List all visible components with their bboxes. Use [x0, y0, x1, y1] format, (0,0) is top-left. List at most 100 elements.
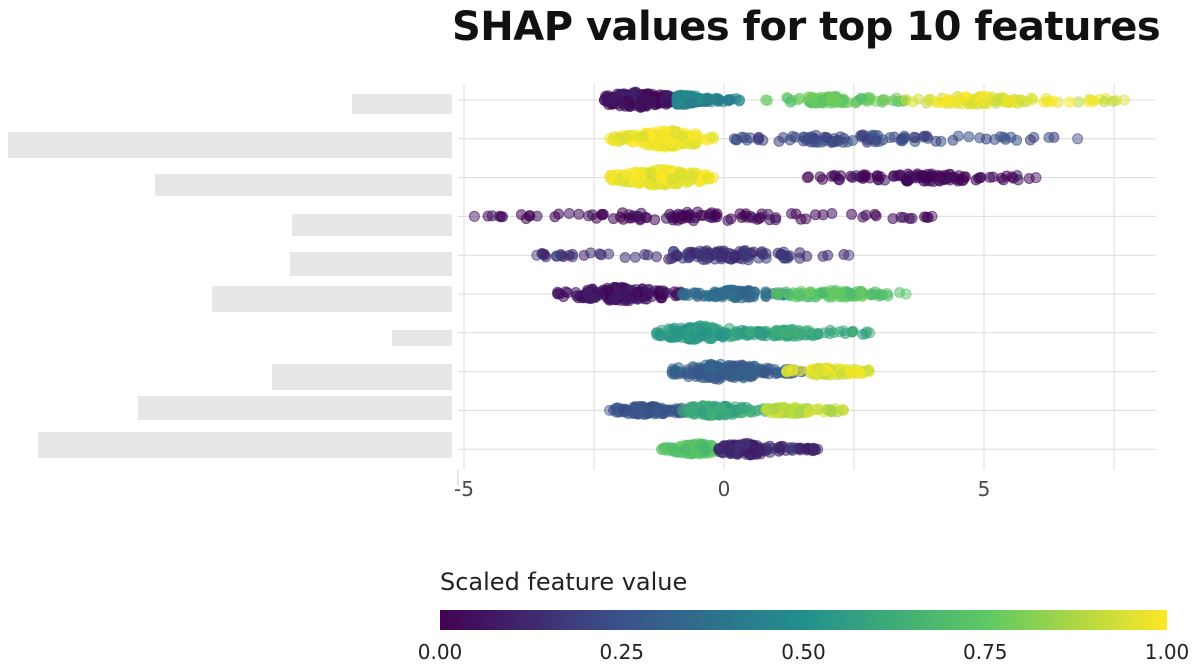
shap-point [614, 289, 626, 301]
shap-point [695, 209, 707, 221]
shap-point [520, 213, 532, 225]
shap-point [615, 211, 626, 223]
shap-point [623, 295, 635, 307]
shap-point [724, 442, 736, 454]
shap-point [754, 211, 766, 223]
shap-point [978, 96, 990, 108]
shap-point [838, 404, 850, 416]
shap-point [887, 213, 899, 225]
shap-point [760, 286, 772, 298]
shap-point [822, 249, 834, 261]
shap-point [602, 285, 614, 297]
shap-point [719, 329, 731, 340]
shap-point [687, 401, 699, 413]
feature-10-segment-2 [713, 438, 824, 461]
shap-point [684, 175, 696, 187]
colorbar-tick-label: 0.50 [781, 640, 826, 664]
shap-point [644, 178, 656, 190]
shap-point [793, 290, 805, 302]
shap-point [583, 210, 594, 222]
shap-point [752, 446, 764, 458]
shap-point [711, 208, 723, 220]
chart-title: SHAP values for top 10 features [452, 4, 1161, 50]
shap-point [632, 211, 644, 222]
x-tick-label: 5 [978, 477, 991, 501]
shap-point [825, 285, 837, 296]
shap-point [655, 292, 667, 304]
feature-2-segment-2 [728, 129, 1084, 148]
shap-point [636, 131, 648, 143]
shap-point [894, 287, 906, 298]
feature-9-segment-3 [760, 401, 850, 420]
shap-point [739, 438, 751, 450]
shap-point [801, 250, 813, 262]
shap-point [906, 212, 918, 224]
shap-point [888, 170, 900, 182]
shap-point [942, 95, 954, 107]
shap-point [486, 210, 498, 222]
shap-point [724, 94, 736, 106]
colorbar-tick-label: 0.75 [962, 640, 1008, 664]
shap-point [998, 174, 1009, 186]
shap-point [812, 363, 824, 375]
shap-point [783, 327, 794, 339]
x-tick-label: 0 [718, 477, 731, 501]
shap-point [857, 211, 869, 223]
shap-point [1024, 134, 1036, 146]
shap-point [1118, 94, 1130, 106]
shap-point [846, 326, 858, 338]
shap-point [954, 92, 966, 104]
shap-point [722, 366, 734, 377]
feature-7-segment-2 [744, 323, 876, 342]
feature-1-segment-4 [900, 90, 1130, 110]
x-axis: -5 0 5 [454, 470, 990, 501]
shap-point [864, 327, 876, 339]
shap-point [630, 86, 642, 98]
shap-point [812, 443, 824, 455]
feature-10-segment-1 [656, 438, 725, 460]
shap-point [706, 370, 717, 382]
shap-point [671, 250, 683, 262]
shap-point [843, 249, 855, 261]
shap-point [619, 252, 631, 263]
shap-point [934, 175, 946, 187]
shap-point [880, 94, 892, 106]
shap-point [656, 173, 668, 185]
shap-point [598, 94, 610, 106]
shap-point [1047, 95, 1059, 107]
feature-3-segment-2 [801, 168, 1042, 187]
shap-point [735, 407, 747, 419]
shap-point [773, 135, 785, 147]
shap-point [759, 367, 771, 379]
shap-point [975, 171, 987, 183]
feature-9-segment-2 [676, 400, 782, 421]
shap-points [468, 86, 1130, 461]
shap-point [676, 288, 688, 300]
shap-point [855, 92, 867, 104]
shap-point [682, 252, 694, 264]
shap-point [760, 404, 772, 416]
shap-point [869, 130, 881, 142]
shap-point [980, 133, 992, 145]
shap-point [635, 169, 647, 181]
shap-point [604, 172, 616, 184]
shap-point [1011, 170, 1023, 181]
shap-point [702, 93, 714, 105]
shap-point [552, 288, 564, 300]
shap-point [780, 366, 792, 378]
shap-point [795, 213, 807, 225]
shap-point [1007, 95, 1019, 107]
shap-point [597, 208, 609, 220]
shap-point [666, 366, 678, 378]
shap-point [595, 249, 607, 261]
feature-3-segment-1 [604, 163, 720, 191]
colorbar [440, 610, 1167, 630]
shap-point [604, 404, 616, 416]
shap-point [646, 167, 657, 179]
shap-point [844, 287, 856, 299]
feature-1-segment-3 [760, 90, 912, 109]
shap-point [641, 405, 653, 417]
shap-point [825, 92, 837, 103]
shap-point [660, 212, 672, 224]
